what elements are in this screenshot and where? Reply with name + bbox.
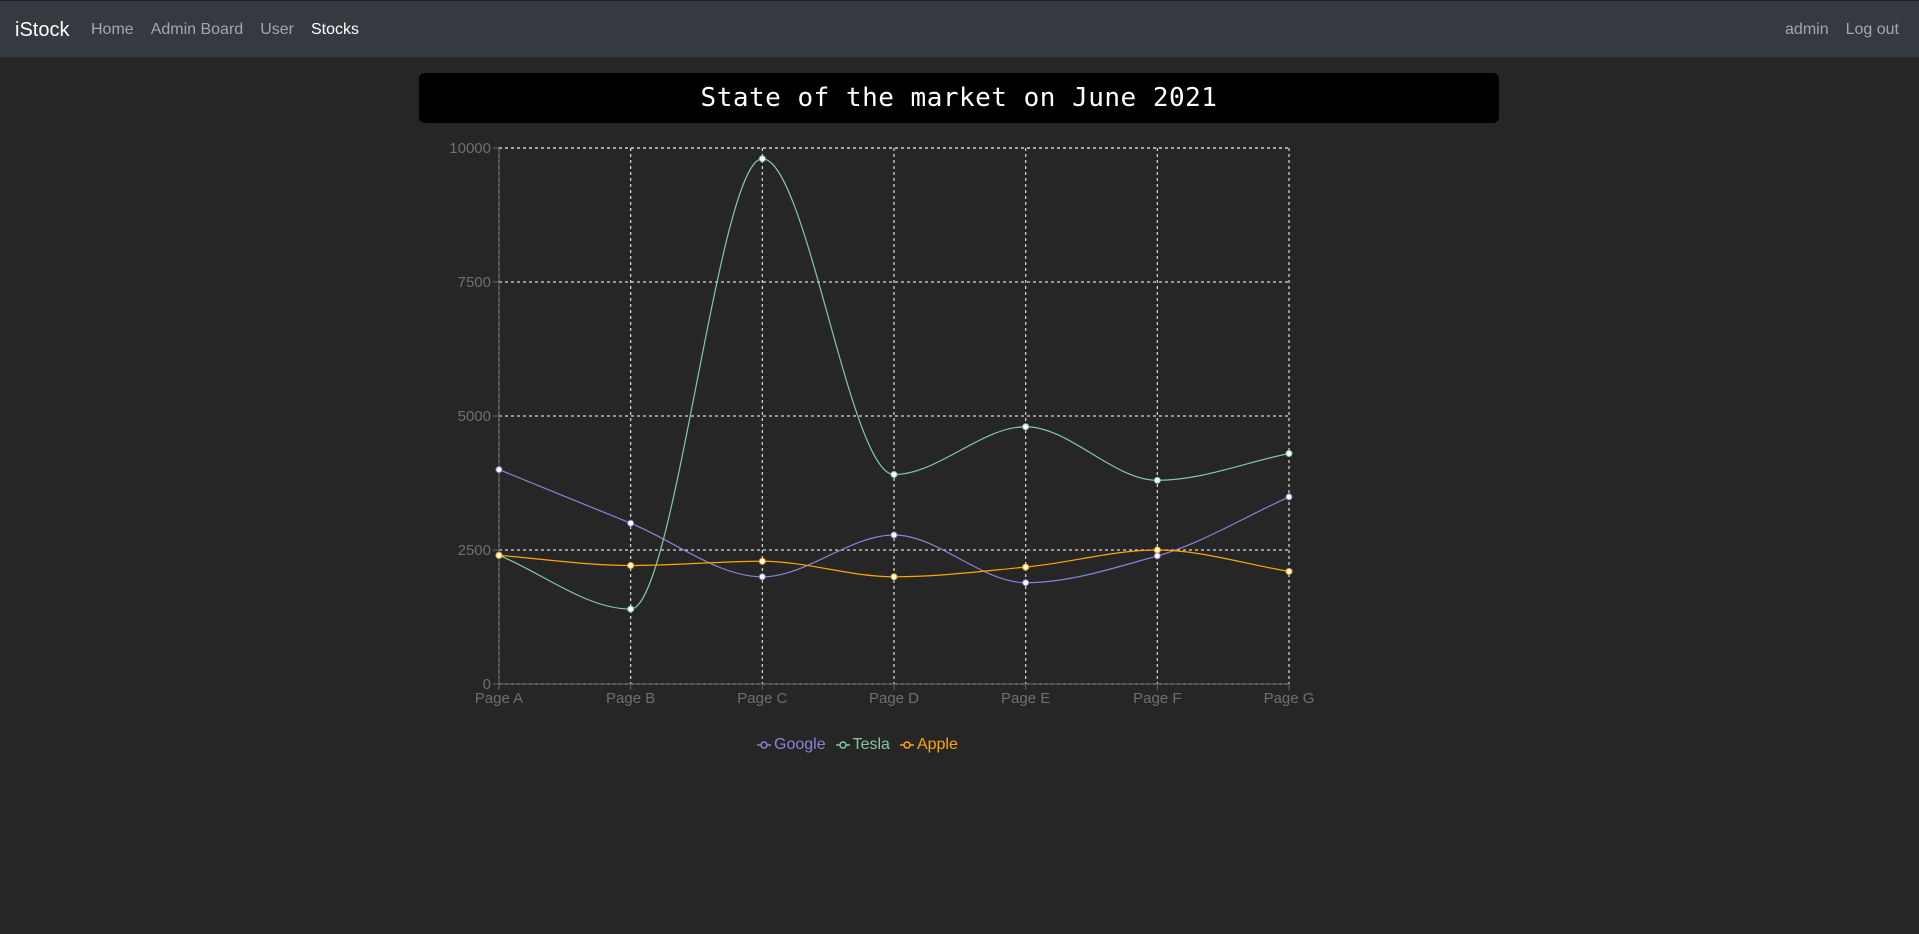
tesla-point[interactable] (627, 605, 635, 613)
chart-points (495, 155, 1293, 613)
apple-point[interactable] (758, 557, 766, 565)
y-tick-label: 2500 (458, 542, 491, 559)
x-tick-label: Page A (475, 690, 523, 707)
nav-user-link[interactable]: User (260, 21, 294, 38)
x-tick-label: Page C (737, 690, 787, 707)
nav-profile-link[interactable]: admin (1785, 21, 1829, 38)
legend-line-icon (757, 741, 771, 749)
google-point[interactable] (1022, 579, 1030, 587)
x-tick-label: Page F (1133, 690, 1181, 707)
tesla-point[interactable] (1285, 450, 1293, 458)
legend-label: Apple (916, 736, 958, 753)
y-tick-label: 7500 (458, 274, 491, 291)
apple-point[interactable] (1022, 563, 1030, 571)
legend-label: Google (774, 736, 826, 753)
google-point[interactable] (627, 519, 635, 527)
google-point[interactable] (890, 531, 898, 539)
tesla-point[interactable] (890, 471, 898, 479)
brand-logo[interactable]: iStock (15, 19, 70, 41)
tesla-line (498, 158, 1290, 610)
apple-point[interactable] (495, 551, 503, 559)
page-title: State of the market on June 2021 (700, 83, 1218, 113)
apple-point[interactable] (890, 573, 898, 581)
nav-stocks-link[interactable]: Stocks (310, 21, 359, 38)
google-point[interactable] (495, 466, 503, 474)
nav-right-links: admin Log out (1785, 19, 1899, 41)
nav-logout-link[interactable]: Log out (1845, 21, 1899, 38)
legend-line-icon (899, 741, 914, 749)
legend-line-icon (835, 741, 850, 749)
tesla-point[interactable] (1153, 476, 1161, 484)
chart-legend: Google Tesla Apple (0, 736, 1919, 758)
chart-axes: 0 2500 5000 7500 10000 Page A Page B Page C Page… (449, 140, 1314, 707)
legend-label: Tesla (852, 736, 890, 753)
x-tick-label: Page G (1264, 690, 1315, 707)
tesla-point[interactable] (758, 155, 766, 163)
nav-left-links: Home Admin Board User Stocks (91, 19, 359, 41)
google-point[interactable] (758, 573, 766, 581)
y-tick-label: 0 (483, 676, 491, 693)
apple-point[interactable] (1285, 567, 1293, 575)
google-point[interactable] (1285, 493, 1293, 501)
x-tick-label: Page B (606, 690, 655, 707)
legend-item-apple[interactable]: Apple (899, 736, 958, 754)
nav-home-link[interactable]: Home (91, 21, 134, 38)
apple-point[interactable] (1153, 546, 1161, 554)
y-tick-label: 5000 (458, 408, 491, 425)
chart-grid (498, 147, 1290, 685)
x-tick-label: Page E (1001, 690, 1050, 707)
tesla-point[interactable] (1022, 423, 1030, 431)
x-tick-label: Page D (869, 690, 919, 707)
legend-item-google[interactable]: Google (757, 736, 826, 754)
google-point[interactable] (1153, 552, 1161, 560)
y-tick-label: 10000 (449, 140, 491, 157)
nav-admin-board-link[interactable]: Admin Board (150, 21, 244, 38)
apple-point[interactable] (627, 562, 635, 570)
top-navbar: iStock Home Admin Board User Stocks admi… (0, 0, 1919, 57)
legend-item-tesla[interactable]: Tesla (835, 736, 890, 754)
market-banner: State of the market on June 2021 (419, 73, 1499, 123)
